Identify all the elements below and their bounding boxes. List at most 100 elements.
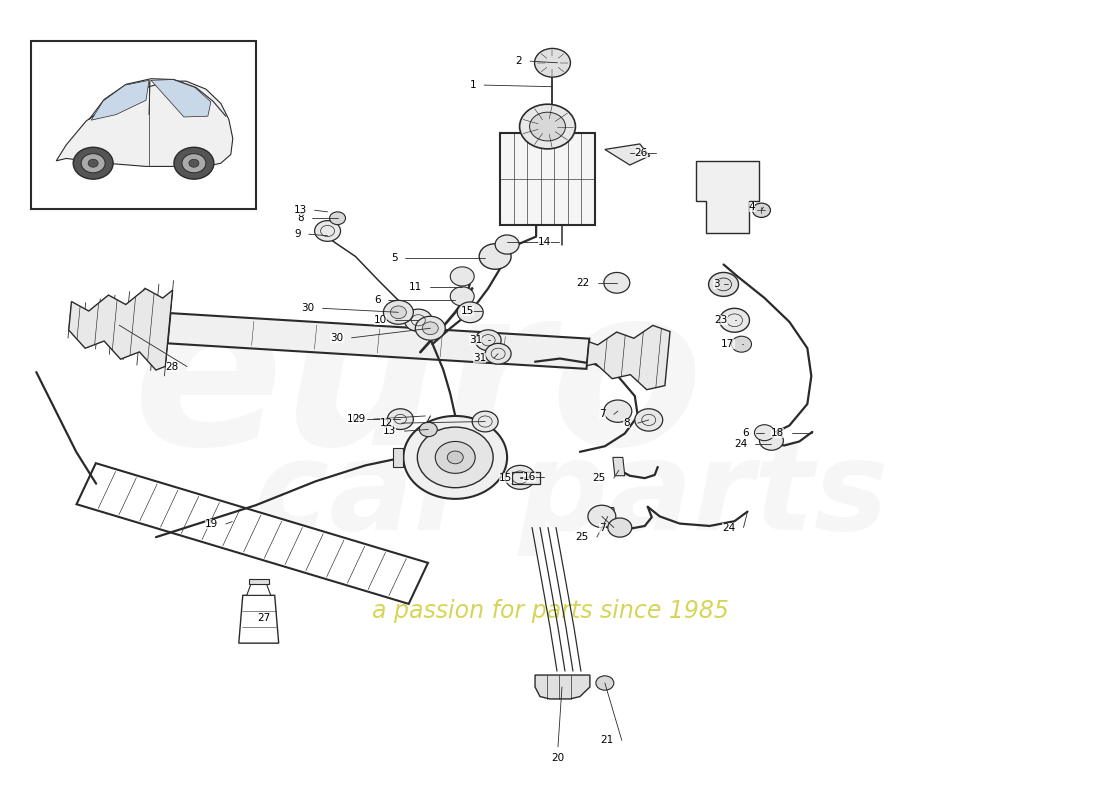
Text: 11: 11: [409, 282, 422, 292]
Text: 28: 28: [166, 362, 179, 371]
Text: 13: 13: [294, 206, 307, 215]
Text: 8: 8: [297, 214, 304, 223]
Text: 20: 20: [551, 753, 564, 763]
Text: 22: 22: [576, 278, 590, 288]
Circle shape: [189, 159, 199, 167]
Circle shape: [436, 442, 475, 474]
Circle shape: [450, 267, 474, 286]
Text: 9: 9: [294, 229, 300, 239]
Circle shape: [480, 244, 512, 270]
Text: 25: 25: [575, 532, 589, 542]
Text: 13: 13: [383, 426, 396, 436]
Circle shape: [88, 159, 98, 167]
Polygon shape: [239, 595, 278, 643]
Polygon shape: [77, 463, 428, 604]
Text: 21: 21: [601, 735, 614, 746]
Polygon shape: [586, 326, 670, 390]
Circle shape: [74, 147, 113, 179]
Text: 24: 24: [723, 522, 736, 533]
Text: 27: 27: [257, 613, 271, 622]
Circle shape: [81, 154, 106, 173]
Text: 14: 14: [538, 237, 551, 247]
Text: 1: 1: [470, 80, 476, 90]
Text: a passion for parts since 1985: a passion for parts since 1985: [372, 599, 728, 623]
Text: 23: 23: [714, 315, 727, 326]
Circle shape: [472, 411, 498, 432]
Circle shape: [450, 286, 474, 306]
Text: 8: 8: [624, 418, 630, 428]
Text: 24: 24: [734, 439, 748, 449]
Polygon shape: [613, 458, 625, 476]
Text: 10: 10: [346, 414, 360, 424]
Text: 5: 5: [390, 253, 397, 263]
Circle shape: [405, 309, 432, 331]
Polygon shape: [246, 585, 271, 595]
Polygon shape: [91, 80, 148, 120]
Text: 19: 19: [205, 519, 218, 529]
Circle shape: [174, 147, 213, 179]
Polygon shape: [605, 144, 650, 165]
Text: 4: 4: [749, 202, 756, 212]
Text: 12: 12: [381, 418, 394, 428]
Circle shape: [519, 104, 575, 149]
Circle shape: [330, 212, 345, 225]
Text: 10: 10: [374, 315, 387, 326]
Circle shape: [587, 506, 616, 527]
Text: euro: euro: [133, 277, 704, 491]
Polygon shape: [68, 289, 173, 370]
Circle shape: [635, 409, 662, 431]
Circle shape: [485, 343, 512, 364]
Polygon shape: [56, 81, 233, 166]
Polygon shape: [151, 79, 211, 117]
Circle shape: [390, 306, 406, 318]
Text: 31: 31: [473, 353, 486, 362]
Circle shape: [755, 425, 774, 441]
Polygon shape: [394, 448, 404, 467]
Circle shape: [752, 203, 770, 218]
Circle shape: [596, 676, 614, 690]
Circle shape: [719, 308, 749, 332]
Text: 31: 31: [469, 335, 482, 346]
Text: 6: 6: [741, 428, 748, 438]
Circle shape: [417, 427, 493, 488]
Circle shape: [182, 154, 206, 173]
Text: 18: 18: [771, 429, 784, 438]
Text: 17: 17: [722, 339, 735, 349]
Text: 15: 15: [498, 473, 513, 483]
Polygon shape: [602, 508, 616, 527]
Circle shape: [759, 431, 783, 450]
Circle shape: [384, 300, 414, 324]
Polygon shape: [167, 313, 590, 369]
Bar: [31, 42, 255, 209]
Bar: [249, 579, 268, 585]
Circle shape: [422, 322, 438, 334]
Polygon shape: [695, 161, 759, 233]
Text: 2: 2: [516, 56, 522, 66]
Circle shape: [604, 400, 631, 422]
Text: 7: 7: [600, 410, 606, 419]
Circle shape: [495, 235, 519, 254]
Text: 25: 25: [593, 473, 606, 483]
Circle shape: [535, 49, 571, 77]
Circle shape: [419, 422, 438, 437]
Circle shape: [448, 451, 463, 464]
Text: 29: 29: [352, 414, 365, 424]
Circle shape: [604, 273, 630, 293]
Text: car parts: car parts: [255, 435, 889, 556]
Circle shape: [416, 316, 446, 340]
Text: 6: 6: [374, 295, 381, 306]
Polygon shape: [535, 675, 590, 699]
Polygon shape: [513, 472, 540, 484]
Circle shape: [475, 330, 502, 350]
Circle shape: [458, 302, 483, 322]
Circle shape: [404, 416, 507, 499]
Circle shape: [529, 112, 565, 141]
Text: 15: 15: [461, 306, 474, 316]
Text: 7: 7: [600, 522, 606, 533]
Circle shape: [708, 273, 738, 296]
Bar: [500, 133, 595, 225]
Circle shape: [505, 466, 535, 490]
Text: 30: 30: [330, 333, 343, 343]
Circle shape: [732, 336, 751, 352]
Text: 26: 26: [635, 148, 648, 158]
